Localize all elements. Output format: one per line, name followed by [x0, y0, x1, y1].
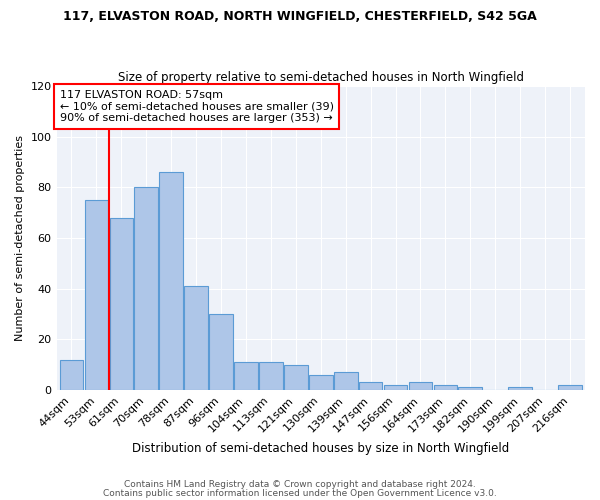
Bar [209, 314, 233, 390]
Text: Contains public sector information licensed under the Open Government Licence v3: Contains public sector information licen… [103, 488, 497, 498]
Bar [384, 385, 407, 390]
Text: 117, ELVASTON ROAD, NORTH WINGFIELD, CHESTERFIELD, S42 5GA: 117, ELVASTON ROAD, NORTH WINGFIELD, CHE… [63, 10, 537, 23]
Bar [110, 218, 133, 390]
Bar [184, 286, 208, 390]
Bar [558, 385, 582, 390]
Y-axis label: Number of semi-detached properties: Number of semi-detached properties [15, 135, 25, 341]
Text: Contains HM Land Registry data © Crown copyright and database right 2024.: Contains HM Land Registry data © Crown c… [124, 480, 476, 489]
Bar [59, 360, 83, 390]
Bar [160, 172, 183, 390]
Bar [359, 382, 382, 390]
Text: 117 ELVASTON ROAD: 57sqm
← 10% of semi-detached houses are smaller (39)
90% of s: 117 ELVASTON ROAD: 57sqm ← 10% of semi-d… [59, 90, 334, 123]
Bar [458, 388, 482, 390]
Bar [409, 382, 433, 390]
Bar [309, 374, 332, 390]
Bar [134, 188, 158, 390]
Bar [334, 372, 358, 390]
Bar [284, 364, 308, 390]
Bar [234, 362, 258, 390]
X-axis label: Distribution of semi-detached houses by size in North Wingfield: Distribution of semi-detached houses by … [132, 442, 509, 455]
Bar [259, 362, 283, 390]
Bar [434, 385, 457, 390]
Title: Size of property relative to semi-detached houses in North Wingfield: Size of property relative to semi-detach… [118, 70, 524, 84]
Bar [85, 200, 108, 390]
Bar [508, 388, 532, 390]
